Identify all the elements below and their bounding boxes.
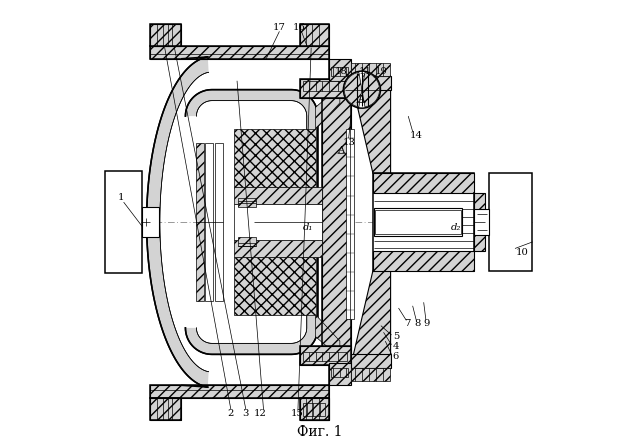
Text: 8: 8 (414, 319, 420, 328)
Bar (303, 352, 348, 361)
Text: 2: 2 (228, 409, 234, 418)
Text: 7: 7 (404, 319, 410, 328)
Bar (234, 204, 322, 240)
Bar (329, 59, 351, 81)
Bar (105, 171, 142, 273)
Text: 17: 17 (273, 24, 286, 32)
Polygon shape (351, 270, 390, 365)
Bar (150, 385, 329, 398)
Bar (351, 368, 390, 381)
Text: 6: 6 (393, 352, 399, 361)
Text: Фиг. 1: Фиг. 1 (297, 424, 343, 439)
Bar (238, 238, 256, 246)
Bar (300, 345, 351, 365)
Text: A: A (357, 95, 364, 104)
Text: 1: 1 (117, 193, 124, 202)
Bar (474, 193, 484, 251)
Bar (205, 143, 213, 301)
Bar (351, 354, 390, 368)
Bar (300, 24, 329, 46)
Bar (300, 398, 329, 420)
Bar (150, 398, 181, 420)
Bar (322, 87, 351, 357)
Bar (300, 79, 351, 99)
Polygon shape (234, 129, 316, 187)
Bar (303, 81, 348, 91)
Text: 10: 10 (516, 247, 529, 257)
Wedge shape (362, 72, 380, 107)
Text: 11: 11 (358, 67, 371, 75)
Bar (351, 76, 390, 90)
Bar (196, 143, 204, 301)
Bar (238, 198, 256, 206)
Text: 14: 14 (410, 131, 422, 140)
Text: d₂: d₂ (451, 223, 461, 232)
Bar (300, 398, 329, 420)
Wedge shape (344, 72, 362, 107)
Polygon shape (147, 57, 209, 387)
Bar (373, 174, 474, 193)
Bar (331, 67, 348, 75)
Text: 18: 18 (335, 67, 348, 75)
Bar (346, 129, 350, 319)
Bar (373, 251, 474, 270)
Bar (150, 46, 329, 59)
Text: 3: 3 (243, 409, 249, 418)
Bar (374, 210, 461, 234)
Bar (150, 24, 181, 46)
Bar (331, 369, 348, 377)
Bar (215, 143, 223, 301)
Bar (322, 87, 351, 357)
Bar (373, 174, 474, 270)
Bar (351, 63, 390, 76)
Polygon shape (316, 90, 340, 129)
Bar (150, 398, 181, 420)
Bar (150, 385, 329, 398)
Polygon shape (196, 101, 307, 343)
Text: A: A (337, 146, 345, 155)
Bar (142, 206, 159, 238)
Bar (300, 398, 329, 420)
Bar (300, 345, 351, 365)
Bar (150, 24, 181, 46)
Bar (329, 363, 351, 385)
Bar (488, 174, 532, 270)
Circle shape (344, 71, 380, 108)
Bar (150, 46, 329, 59)
Bar (300, 79, 351, 99)
Polygon shape (351, 79, 390, 174)
Text: 19: 19 (374, 67, 387, 75)
Bar (234, 240, 322, 257)
Bar (349, 129, 353, 319)
Text: 5: 5 (393, 332, 399, 341)
Polygon shape (186, 90, 318, 354)
Text: 16: 16 (292, 24, 305, 32)
Text: 4: 4 (393, 342, 399, 351)
Text: 9: 9 (424, 319, 430, 328)
Text: 15: 15 (291, 409, 303, 418)
Polygon shape (234, 257, 316, 315)
Polygon shape (316, 315, 340, 354)
Bar (300, 24, 329, 46)
Text: 13: 13 (342, 138, 355, 147)
Text: d₁: d₁ (303, 223, 313, 232)
Text: 12: 12 (254, 409, 267, 418)
Bar (303, 403, 325, 416)
Bar (234, 187, 322, 204)
Bar (474, 209, 488, 235)
Bar (374, 208, 462, 236)
